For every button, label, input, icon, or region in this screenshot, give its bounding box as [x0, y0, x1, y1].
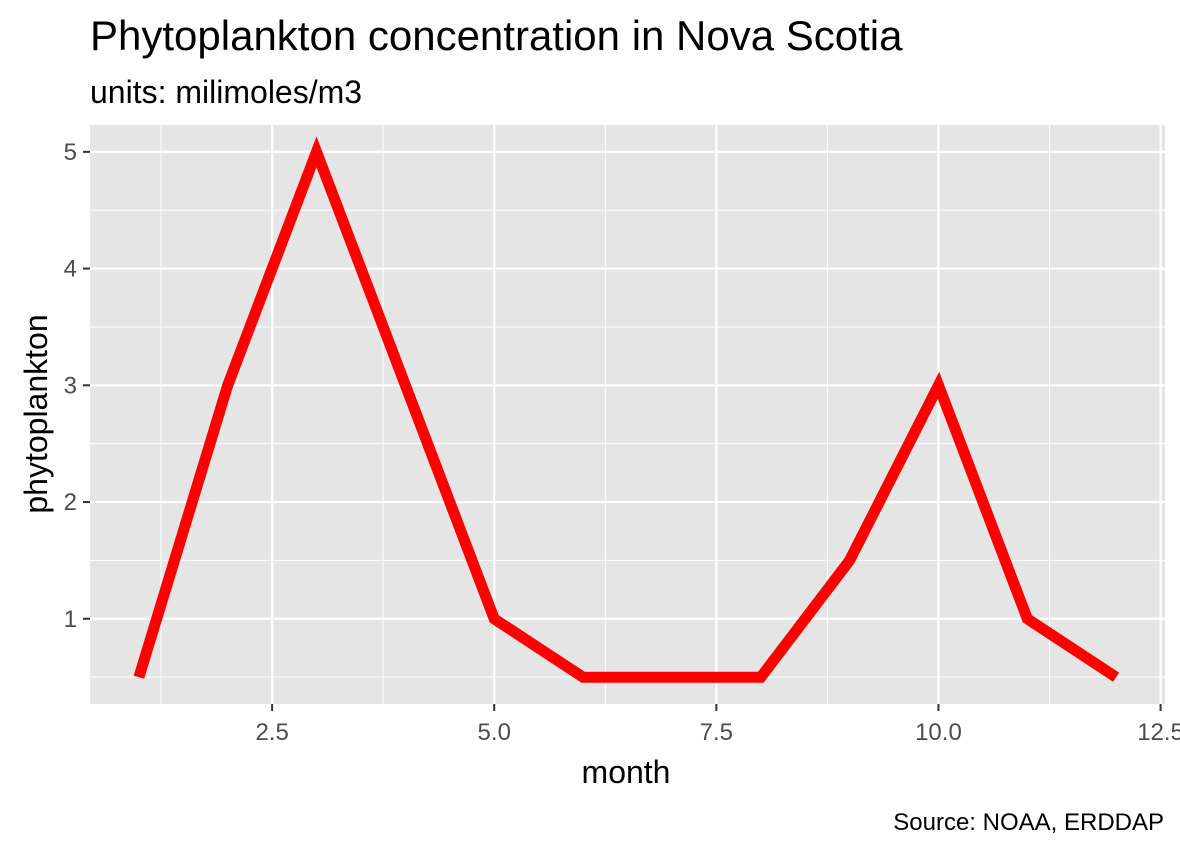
y-axis-title: phytoplankton [18, 314, 54, 513]
y-tick-label: 5 [64, 139, 77, 166]
y-tick-label: 2 [64, 489, 77, 516]
y-tick-label: 1 [64, 606, 77, 633]
y-tick-label: 4 [64, 256, 77, 283]
series-line [133, 136, 1120, 683]
x-tick-label: 12.5 [1137, 719, 1180, 746]
x-tick-label: 2.5 [255, 719, 288, 746]
x-tick-label: 7.5 [700, 719, 733, 746]
y-tick-label: 3 [64, 372, 77, 399]
x-tick-label: 10.0 [915, 719, 962, 746]
chart-title: Phytoplankton concentration in Nova Scot… [90, 12, 903, 59]
series-layer [133, 136, 1120, 683]
chart-subtitle: units: milimoles/m3 [90, 74, 362, 110]
axis-ticks: 2.5 5.0 7.5 10.0 12.5 1 2 3 4 5 [64, 139, 1180, 746]
plot-panel [90, 125, 1165, 704]
x-tick-label: 5.0 [478, 719, 511, 746]
chart-caption: Source: NOAA, ERDDAP [893, 809, 1164, 836]
x-axis-title: month [582, 754, 671, 790]
